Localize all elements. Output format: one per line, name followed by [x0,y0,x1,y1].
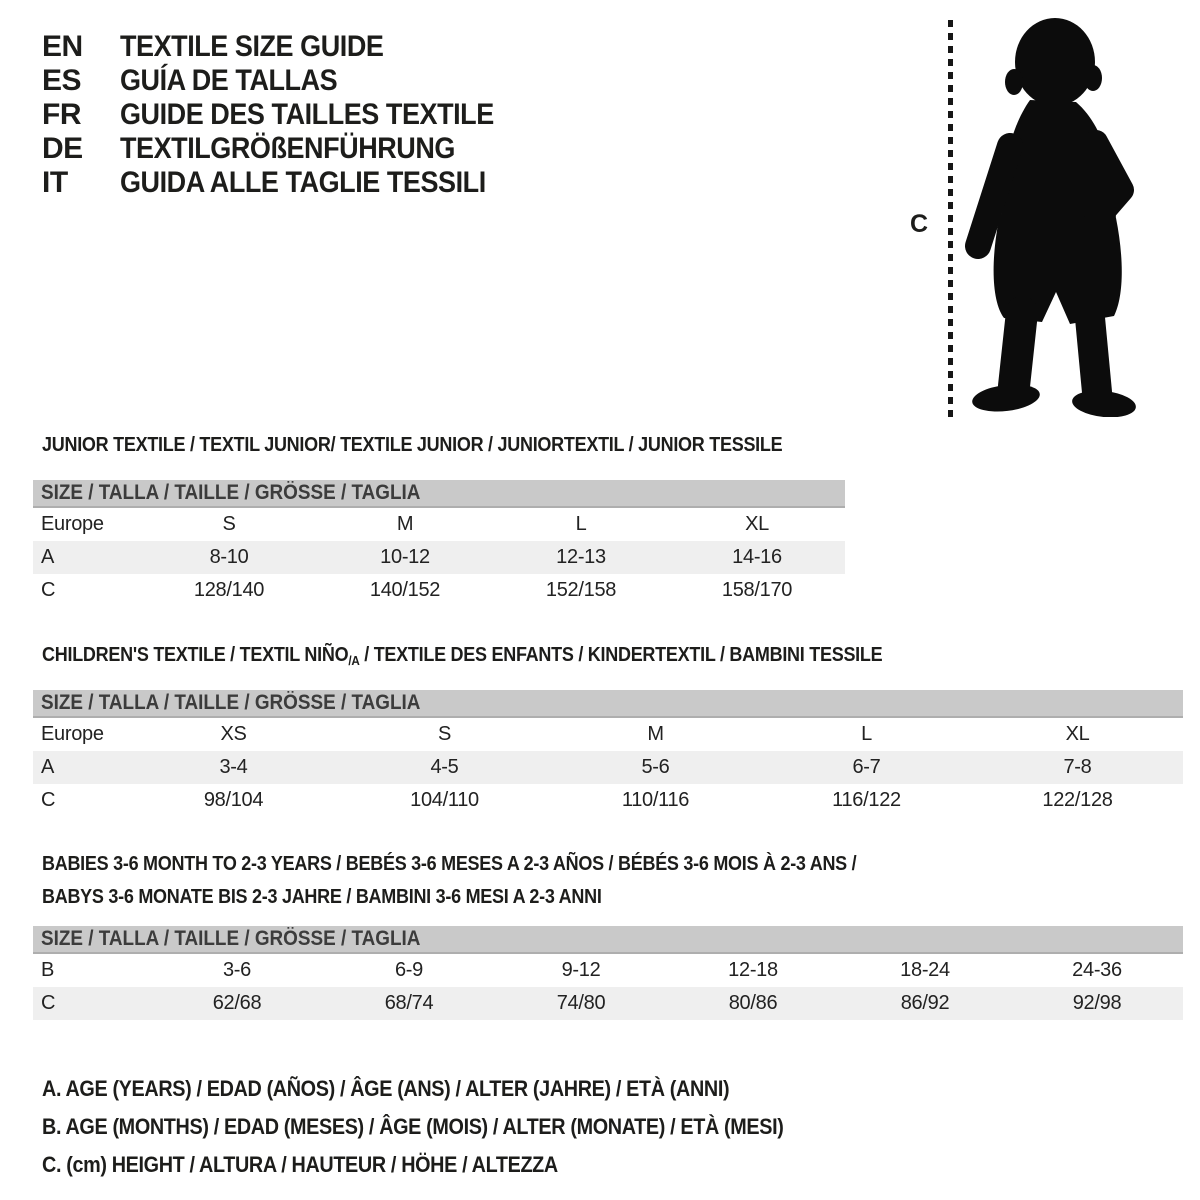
value-cell: 6-7 [852,756,881,778]
value-cell: 68/74 [384,992,434,1014]
guide-title: TEXTILE SIZE GUIDE [120,30,384,63]
guide-title: GUIDE DES TAILLES TEXTILE [120,98,494,131]
size-band-header: SIZE / TALLA / TAILLE / GRÖSSE / TAGLIA [33,926,1183,954]
row-label-cell: B [41,959,55,981]
language-title-list: EN TEXTILE SIZE GUIDE ES GUÍA DE TALLAS … [42,30,535,200]
col-header-cell: XS [220,723,247,745]
legend-line-a: A. AGE (YEARS) / EDAD (AÑOS) / ÂGE (ANS)… [42,1076,730,1101]
value-cell: 8-10 [209,546,249,568]
value-cell: 10-12 [380,546,430,568]
value-cell: 5-6 [641,756,670,778]
col-header-cell: L [861,723,872,745]
table-row-age-months: B 3-6 6-9 9-12 12-18 18-24 24-36 [33,954,1183,987]
value-cell: 4-5 [430,756,459,778]
value-cell: 110/116 [621,789,690,811]
col-header-cell: XL [745,513,769,535]
col-header-cell: L [575,513,587,535]
value-cell: 3-4 [219,756,248,778]
legend-line-b: B. AGE (MONTHS) / EDAD (MESES) / ÂGE (MO… [42,1114,784,1139]
measure-c-label: C [910,210,929,238]
col-header-cell: Europe [41,513,104,535]
babies-size-table: SIZE / TALLA / TAILLE / GRÖSSE / TAGLIA … [33,926,1183,1020]
value-cell: 122/128 [1042,789,1113,811]
row-label-cell: A [41,756,55,778]
value-cell: 12-13 [556,546,606,568]
table-row-height: C 128/140 140/152 152/158 158/170 [33,574,845,607]
toddler-silhouette-icon [965,18,1136,417]
value-cell: 158/170 [721,579,793,601]
junior-section-heading: JUNIOR TEXTILE / TEXTIL JUNIOR/ TEXTILE … [42,434,783,456]
table-row-height: C 62/68 68/74 74/80 80/86 86/92 92/98 [33,987,1183,1020]
value-cell: 92/98 [1072,992,1122,1014]
value-cell: 12-18 [728,959,778,981]
table-row-age: A 3-4 4-5 5-6 6-7 7-8 [33,751,1183,784]
value-cell: 116/122 [832,789,901,811]
language-code: DE [42,132,83,165]
value-cell: 152/158 [545,579,617,601]
value-cell: 7-8 [1063,756,1092,778]
guide-title: TEXTILGRÖßENFÜHRUNG [120,132,455,165]
row-label-cell: A [41,546,55,568]
language-row-en: EN TEXTILE SIZE GUIDE [42,30,535,64]
guide-title: GUIDA ALLE TAGLIE TESSILI [120,166,486,199]
col-header-cell: M [647,723,664,745]
language-row-fr: FR GUIDE DES TAILLES TEXTILE [42,98,535,132]
value-cell: 104/110 [410,789,479,811]
value-cell: 24-36 [1072,959,1122,981]
table-row-age: A 8-10 10-12 12-13 14-16 [33,541,845,574]
value-cell: 128/140 [193,579,265,601]
value-cell: 6-9 [394,959,423,981]
babies-section-heading: BABIES 3-6 MONTH TO 2-3 YEARS / BEBÉS 3-… [42,853,857,908]
value-cell: 86/92 [900,992,950,1014]
col-header-cell: S [437,723,452,745]
value-cell: 3-6 [222,959,251,981]
height-dashed-line [948,20,953,417]
value-cell: 14-16 [732,546,782,568]
language-code: FR [42,98,82,131]
table-row-height: C 98/104 104/110 110/116 116/122 122/128 [33,784,1183,817]
size-band-header: SIZE / TALLA / TAILLE / GRÖSSE / TAGLIA [33,690,1183,718]
language-row-it: IT GUIDA ALLE TAGLIE TESSILI [42,166,535,200]
value-cell: 98/104 [203,789,264,811]
col-header-cell: M [396,513,414,535]
nino-a-subscript: /A [348,653,360,668]
guide-title: GUÍA DE TALLAS [120,64,338,97]
legend-block: A. AGE (YEARS) / EDAD (AÑOS) / ÂGE (ANS)… [42,1070,866,1184]
value-cell: 18-24 [900,959,950,981]
col-header-cell: Europe [41,723,104,745]
language-code: EN [42,30,83,63]
value-cell: 80/86 [728,992,778,1014]
value-cell: 62/68 [212,992,262,1014]
junior-size-table: SIZE / TALLA / TAILLE / GRÖSSE / TAGLIA … [33,480,845,607]
children-section-heading: CHILDREN'S TEXTILE / TEXTIL NIÑO/A / TEX… [42,644,883,668]
row-label-cell: C [41,579,56,601]
legend-line-c: C. (cm) HEIGHT / ALTURA / HAUTEUR / HÖHE… [42,1152,558,1177]
size-band-header: SIZE / TALLA / TAILLE / GRÖSSE / TAGLIA [33,480,845,508]
table-header-row: Europe XS S M L XL [33,718,1183,751]
table-header-row: Europe S M L XL [33,508,845,541]
language-code: IT [42,166,68,199]
language-row-es: ES GUÍA DE TALLAS [42,64,535,98]
value-cell: 74/80 [556,992,606,1014]
language-row-de: DE TEXTILGRÖßENFÜHRUNG [42,132,535,166]
value-cell: 140/152 [369,579,441,601]
language-code: ES [42,64,82,97]
children-size-table: SIZE / TALLA / TAILLE / GRÖSSE / TAGLIA … [33,690,1183,817]
height-measure-figure: C [900,10,1190,422]
value-cell: 9-12 [561,959,601,981]
col-header-cell: XL [1065,723,1090,745]
row-label-cell: C [41,992,56,1014]
row-label-cell: C [41,789,56,811]
col-header-cell: S [222,513,236,535]
